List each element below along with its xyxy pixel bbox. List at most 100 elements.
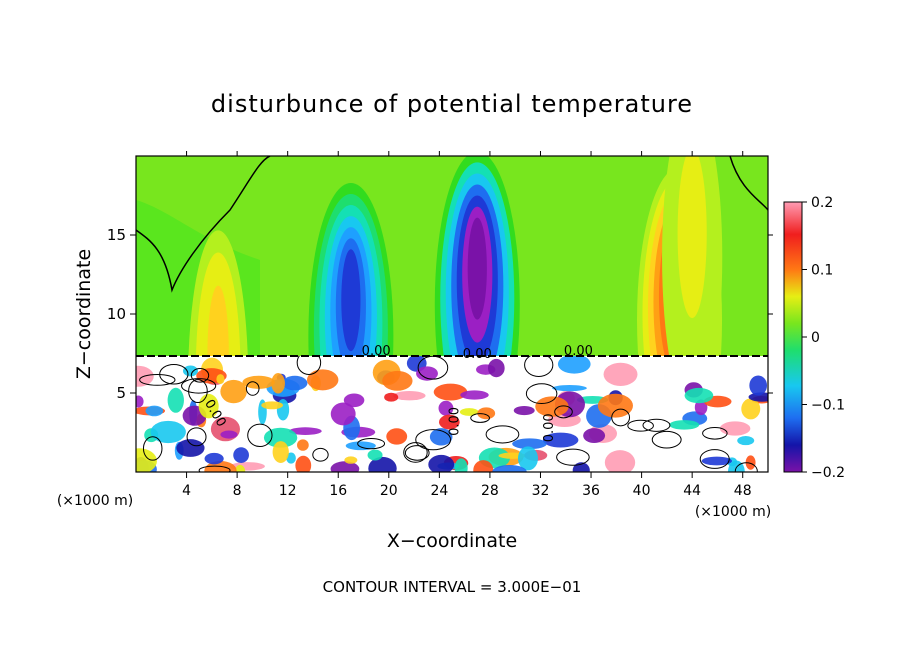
y-axis: 5 10 15 (107, 226, 773, 402)
turbulence-blob (439, 414, 460, 430)
x-tick-label: 8 (233, 483, 242, 499)
turbulence-blob (216, 374, 225, 385)
anomaly-1-level-6 (341, 249, 361, 352)
turbulence-blob (701, 456, 733, 466)
turbulence-blob (204, 461, 237, 472)
colorbar-ticks: 0.2 0.1 0 −0.1 −0.2 (802, 195, 845, 481)
turbulence-blob (429, 428, 453, 446)
turbulence-blob (282, 375, 308, 391)
x-axis: 4 8 12 16 20 24 28 32 36 40 44 48 (182, 151, 752, 499)
turbulence-layer (136, 356, 768, 472)
turbulence-contour (525, 383, 558, 405)
turbulence-blob (597, 393, 633, 418)
turbulence-blob (150, 420, 186, 444)
turbulence-blob (261, 401, 284, 410)
turbulence-contour (611, 408, 631, 427)
contour-zero-right (729, 156, 768, 211)
turbulence-contour (142, 436, 163, 461)
turbulence-blob (330, 461, 360, 472)
turbulence-blob (583, 428, 606, 444)
contour-label-group: 0.00 0.00 0.000.00 0.000.00 (201, 344, 593, 442)
turbulence-blob (345, 441, 376, 451)
anomaly-4-level-6 (685, 170, 699, 273)
turbulence-contour (190, 368, 210, 383)
turbulence-blob (552, 385, 587, 392)
turbulence-contour (651, 430, 682, 449)
turbulence-blob (492, 465, 527, 472)
contour-label: 0.00 (447, 407, 462, 436)
y-axis-label: Z−coordinate (73, 249, 95, 379)
x-tick-label: 28 (481, 483, 499, 499)
turbulence-blob (748, 392, 768, 402)
turbulence-blob (343, 393, 365, 408)
turbulence-contour (159, 363, 189, 385)
turbulence-blob (307, 369, 339, 391)
turbulence-blob (460, 390, 489, 400)
x-tick-label: 32 (532, 483, 550, 499)
contour-interval-note: CONTOUR INTERVAL = 3.000E−01 (323, 578, 582, 596)
turbulence-contour (642, 418, 671, 432)
x-tick-label: 48 (734, 483, 752, 499)
turbulence-blob (603, 362, 638, 386)
x-tick-label: 40 (633, 483, 651, 499)
turbulence-contour (554, 405, 573, 419)
turbulence-blob (271, 372, 285, 394)
contour-label: 0.00 (463, 347, 492, 362)
contour-zero-upper (136, 156, 271, 293)
turbulence-contour (181, 378, 217, 394)
turbulence-blob (557, 356, 591, 374)
turbulence-blob (694, 399, 708, 416)
colorbar-tick-label: 0.2 (811, 195, 833, 211)
turbulence-blob (684, 387, 714, 404)
colorbar-tick-label: −0.2 (811, 465, 845, 481)
turbulence-blob (368, 456, 397, 472)
turbulence-contour (470, 413, 490, 423)
colorbar: 0.2 0.1 0 −0.1 −0.2 (783, 195, 845, 481)
x-axis-label: X−coordinate (387, 530, 517, 552)
contour-label: 0.00 (542, 413, 557, 442)
turbulence-contour (245, 381, 260, 396)
contour-label: 0.00 (362, 344, 391, 359)
turbulence-blob (183, 365, 198, 377)
turbulence-contour (139, 373, 176, 386)
y-tick-label: 15 (107, 226, 126, 244)
turbulence-contour (188, 379, 208, 404)
turbulence-contour (556, 448, 590, 466)
turbulence-blob (242, 375, 275, 389)
turbulence-contour (734, 462, 758, 472)
turbulence-blob (416, 366, 438, 381)
turbulence-contour (312, 447, 329, 462)
turbulence-blob (487, 358, 505, 378)
turbulence-blob (719, 421, 751, 436)
turbulence-contour (702, 427, 728, 440)
turbulence-blob (433, 383, 468, 401)
turbulence-blob (438, 400, 454, 416)
turbulence-contour (296, 356, 322, 376)
turbulence-blob (384, 392, 399, 402)
turbulence-blob (286, 452, 296, 464)
colorbar-gradient (783, 201, 803, 473)
turbulence-contour (404, 445, 430, 461)
turbulence-contour (524, 356, 554, 377)
x-tick-label: 4 (182, 483, 191, 499)
turbulence-contour (198, 465, 231, 472)
x-unit-left: (×1000 m) (57, 493, 133, 509)
turbulence-contour (417, 356, 449, 380)
turbulence-blob (145, 405, 164, 417)
turbulence-blob (167, 387, 184, 413)
turbulence-blob (234, 464, 246, 472)
turbulence-blob (477, 407, 496, 420)
colorbar-tick-label: 0.1 (811, 263, 833, 279)
turbulence-blob (393, 391, 426, 401)
turbulence-blob (512, 438, 547, 450)
turbulence-blob (204, 452, 224, 465)
turbulence-blob (535, 396, 569, 417)
turbulence-blob (669, 420, 700, 430)
turbulence-blob (517, 446, 539, 471)
anomaly-0-level-6 (211, 296, 225, 356)
anomaly-layer (188, 156, 723, 356)
x-tick-label: 20 (380, 483, 398, 499)
y-tick-label: 10 (107, 305, 126, 323)
turbulence-contour (247, 423, 273, 448)
